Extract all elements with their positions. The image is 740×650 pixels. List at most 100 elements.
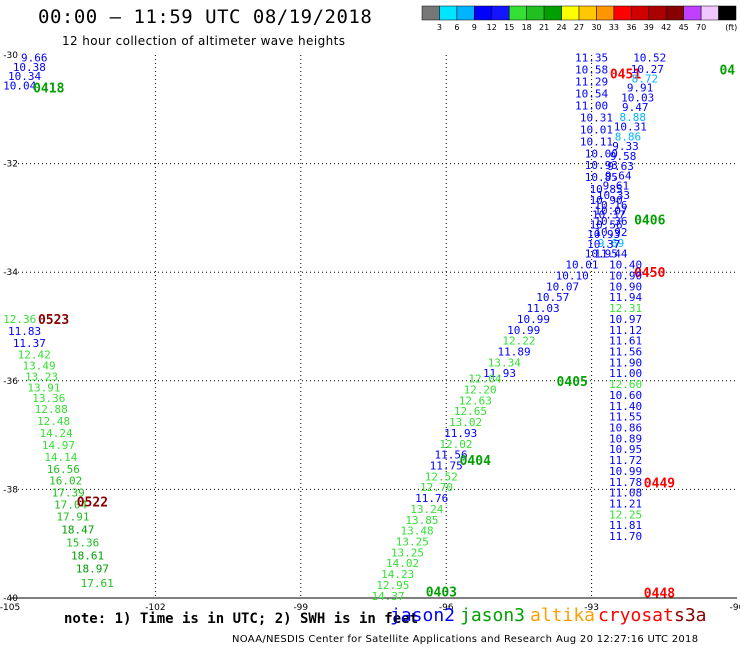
swh-value: 9.33: [612, 140, 639, 153]
swh-value: 11.76: [415, 492, 448, 505]
colorbar: 3 6 9 12 15 18 21 24 27 30 33 36 39 42 45 70 (ft): [421, 5, 737, 32]
swh-value: 13.02: [449, 416, 482, 429]
legend-cryosat: cryosat: [598, 605, 674, 626]
swh-value: 10.92: [594, 226, 627, 239]
swh-value: 10.93: [587, 228, 620, 241]
y-tick-label: -34: [3, 268, 18, 278]
swh-value: 13.25: [391, 546, 424, 559]
swh-value: 11.78: [609, 476, 642, 489]
swh-value: 13.23: [25, 370, 58, 383]
swh-value: 11.89: [497, 345, 530, 358]
swh-value: 10.90: [590, 194, 623, 207]
swh-value: 10.00: [585, 147, 618, 160]
swh-value: 11.40: [609, 400, 642, 413]
colorbar-tick: 30: [591, 23, 601, 32]
swh-value: 18.61: [71, 550, 104, 563]
legend-altika: altika: [530, 605, 596, 626]
colorbar-tick: 70: [696, 23, 706, 32]
swh-value: 10.90: [609, 280, 642, 293]
swh-value: 17.04: [54, 499, 87, 512]
swh-value: 10.56: [590, 218, 623, 231]
swh-value: 11.12: [609, 324, 642, 337]
swh-value: 10.54: [575, 88, 608, 101]
swh-value: 13.49: [23, 360, 56, 373]
generated-timestamp: Aug 20 12:27:16 UTC 2018: [556, 634, 699, 645]
credit-line: NOAA/NESDIS Center for Satellite Applica…: [232, 634, 553, 645]
track-time-label: 0522: [77, 495, 108, 510]
swh-value: 11.81: [609, 519, 642, 532]
swh-value: 10.86: [609, 421, 642, 434]
swh-value: 11.56: [434, 449, 467, 462]
swh-value: 10.27: [631, 63, 664, 76]
swh-value: 8.88: [620, 111, 647, 124]
swh-value: 10.04: [3, 79, 36, 92]
swh-value: 12.42: [18, 349, 51, 362]
swh-value: 18.97: [76, 563, 109, 576]
swh-value: 13.34: [488, 356, 521, 369]
colorbar-swatch: [718, 5, 737, 21]
swh-value: 8.86: [615, 130, 642, 143]
track-time-label: 0523: [38, 313, 69, 328]
swh-value: 10.38: [13, 61, 46, 74]
swh-value: 10.07: [594, 204, 627, 217]
colorbar-tick: 18: [522, 23, 532, 32]
swh-value: 10.31: [614, 121, 647, 134]
track-time-label: 0405: [557, 375, 588, 390]
swh-value: 17.39: [52, 487, 85, 500]
swh-value: 11.35: [575, 52, 608, 65]
legend-jason2: jason2: [390, 605, 456, 626]
swh-value: 11.72: [609, 454, 642, 467]
swh-value: 9.61: [603, 179, 630, 192]
swh-value: 11.61: [609, 335, 642, 348]
swh-value: 12.52: [425, 470, 458, 483]
swh-value: 10.37: [587, 238, 620, 251]
swh-value: 12.31: [609, 302, 642, 315]
swh-value: 10.99: [517, 313, 550, 326]
swh-value: 12.20: [464, 383, 497, 396]
track-time-label: 0448: [644, 587, 675, 602]
swh-value: 11.00: [609, 367, 642, 380]
swh-value: 10.37: [592, 209, 625, 222]
swh-value: 17.91: [56, 511, 89, 524]
swh-value: 12.22: [502, 335, 535, 348]
swh-value: 10.99: [507, 324, 540, 337]
swh-value: 10.85: [585, 171, 618, 184]
swh-value: 9.91: [627, 82, 654, 95]
swh-value: 10.95: [609, 443, 642, 456]
track-time-label: 0449: [644, 476, 675, 491]
swh-value: 10.33: [597, 189, 630, 202]
colorbar-tick: 36: [626, 23, 636, 32]
swh-value: 10.40: [609, 259, 642, 272]
swh-value: 16.56: [47, 463, 80, 476]
swh-value: 10.11: [580, 135, 613, 148]
y-tick-label: -30: [3, 51, 18, 61]
swh-value: 12.36: [3, 313, 36, 326]
swh-value: 13.36: [32, 392, 65, 405]
colorbar-tick: 39: [644, 23, 654, 32]
swh-value: 11.03: [527, 302, 560, 315]
swh-value: 10.52: [633, 52, 666, 65]
legend-s3a: s3a: [674, 605, 707, 626]
track-time-label: 0451: [610, 67, 641, 82]
swh-value: 14.14: [44, 451, 77, 464]
swh-value: 12.04: [468, 373, 501, 386]
swh-value: 10.90: [609, 269, 642, 282]
swh-value: 13.24: [410, 503, 443, 516]
swh-value: 10.34: [8, 70, 41, 83]
x-tick-label: -96: [439, 603, 454, 613]
swh-value: 11.37: [13, 337, 46, 350]
chart-title: 00:00 – 11:59 UTC 08/19/2018: [38, 6, 373, 28]
swh-value: 11.56: [609, 345, 642, 358]
swh-value: 8.72: [632, 72, 659, 85]
swh-value: 10.60: [609, 389, 642, 402]
swh-value: 14.24: [39, 427, 72, 440]
colorbar-tick: 33: [609, 23, 619, 32]
swh-value: 12.95: [376, 579, 409, 592]
chart-subtitle: 12 hour collection of altimeter wave hei…: [62, 34, 346, 48]
x-tick-label: -90: [730, 603, 740, 613]
swh-value: 16.02: [49, 475, 82, 488]
swh-value: 12.65: [454, 405, 487, 418]
swh-value: 9.47: [622, 101, 649, 114]
swh-value: 14.97: [42, 439, 75, 452]
swh-value: 14.02: [386, 557, 419, 570]
